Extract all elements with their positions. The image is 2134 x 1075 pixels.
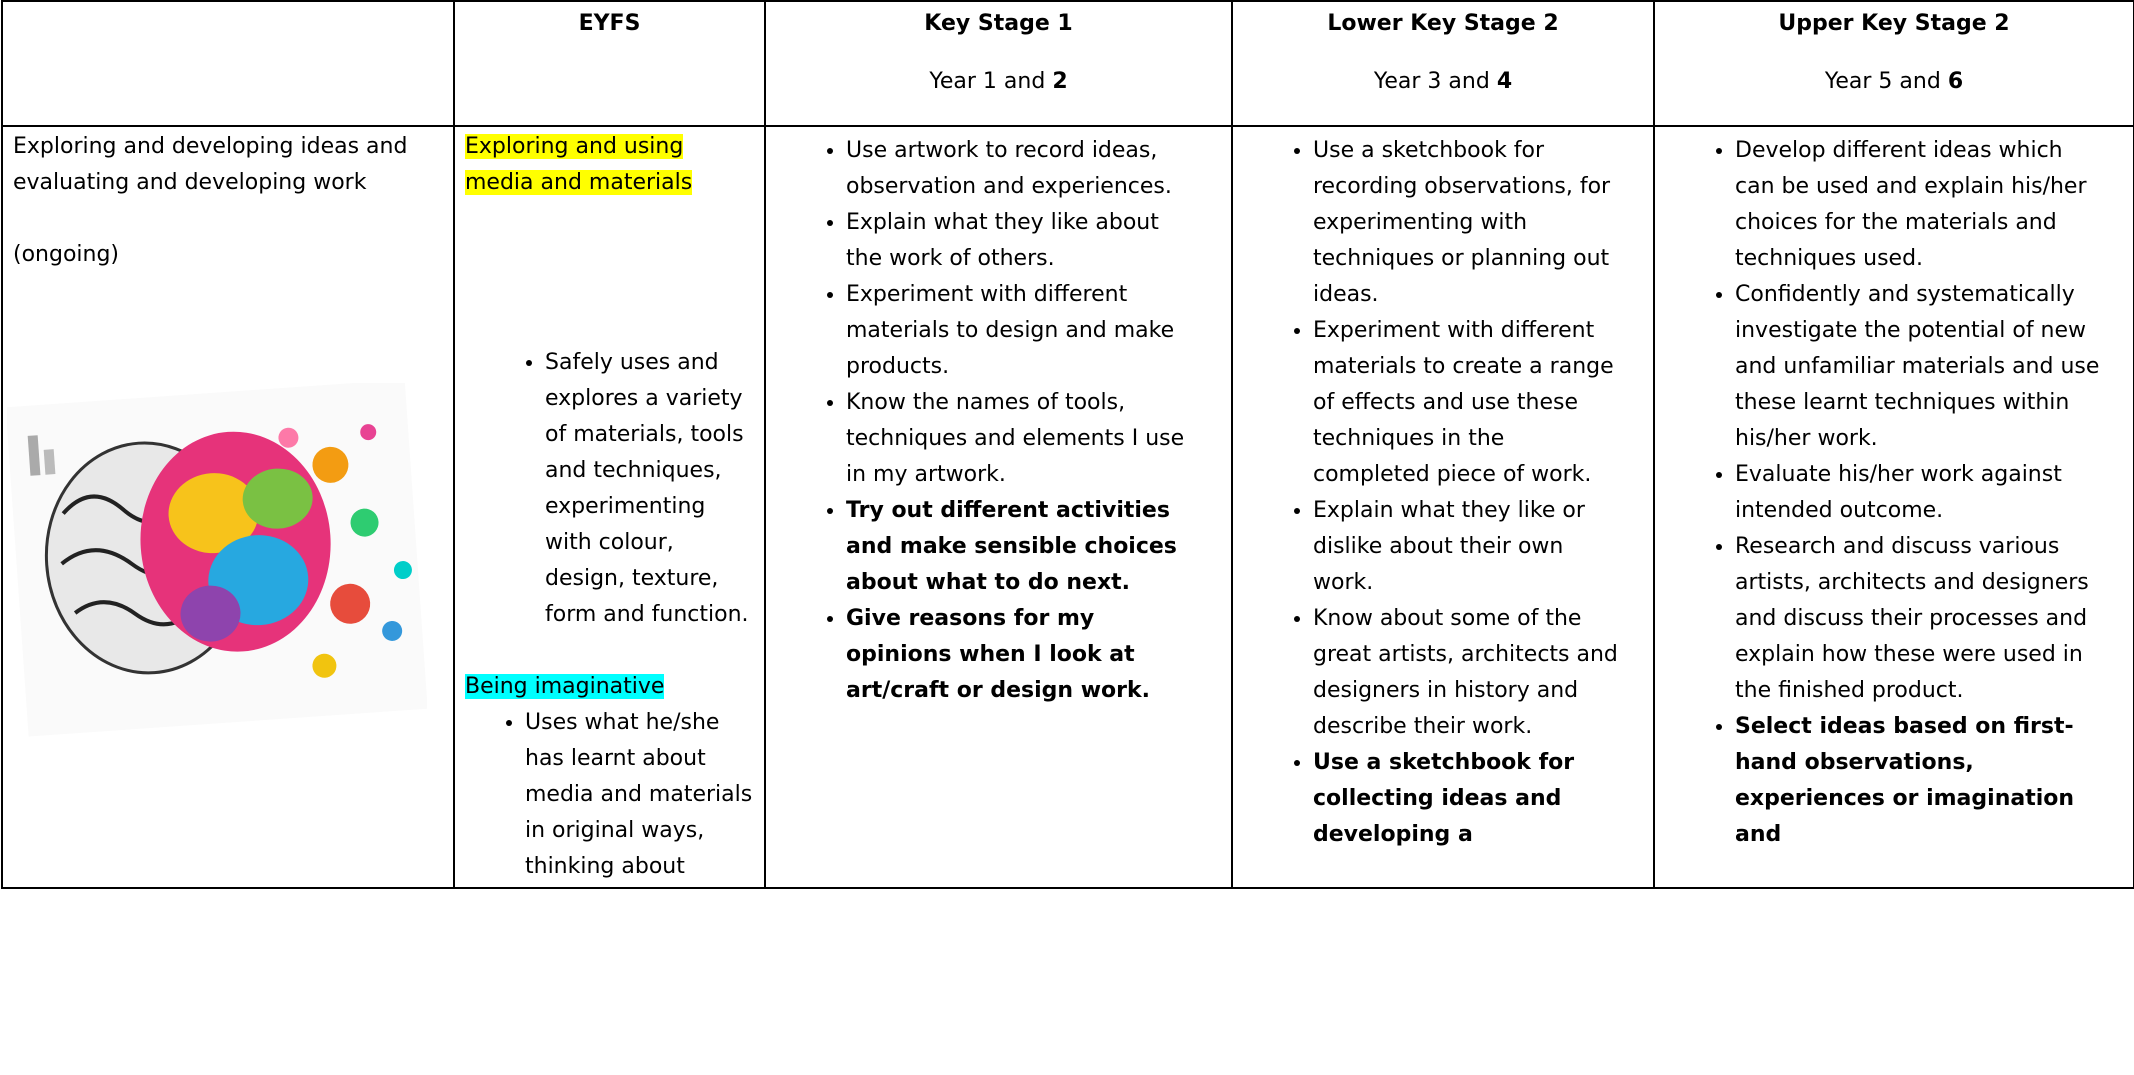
stage-cell: Develop different ideas which can be use… [1653,125,2134,889]
brain-image [7,383,427,737]
stage-bullet: Develop different ideas which can be use… [1735,133,2103,277]
stage-list: Use artwork to record ideas, observation… [776,133,1221,709]
year-number: 2 [1052,69,1068,94]
row-note: (ongoing) [13,242,120,267]
year-line: Year 3 and 4 [1243,64,1643,100]
eyfs-list: Safely uses and explores a variety of ma… [465,345,754,633]
stage-bullet: Use a sketchbook for recording observati… [1313,133,1623,313]
eyfs-list: Uses what he/she has learnt about media … [465,705,754,885]
stage-header: EYFS [453,0,766,127]
stage-list: Develop different ideas which can be use… [1665,133,2123,853]
stage-bullet: Research and discuss various artists, ar… [1735,529,2103,709]
eyfs-heading: Exploring and using media and materials [465,134,693,195]
row-label: Exploring and developing ideas and evalu… [13,134,408,195]
label-cell: Exploring and developing ideas and evalu… [1,125,455,889]
header-row: EYFS Key Stage 1 Year 1 and 2 Lower Key Sta… [1,0,2134,127]
stage-bullet: Explain what they like or dislike about … [1313,493,1623,601]
stage-cell: Use a sketchbook for recording observati… [1231,125,1655,889]
stage-bullet: Give reasons for my opinions when I look… [846,601,1201,709]
year-line: Year 5 and 6 [1665,64,2123,100]
eyfs-cell: Exploring and using media and materials S… [453,125,766,889]
stage-bullet: Evaluate his/her work against intended o… [1735,457,2103,529]
curriculum-table: EYFS Key Stage 1 Year 1 and 2 Lower Key Sta… [1,0,2134,889]
stage-bullet: Use a sketchbook for collecting ideas an… [1313,745,1623,853]
spacer [465,633,754,669]
stage-title: Lower Key Stage 2 [1327,11,1559,36]
eyfs-heading: Being imaginative [465,674,665,699]
year-text: Year 5 and [1824,69,1941,94]
year-number: 4 [1496,69,1513,94]
stage-title: Upper Key Stage 2 [1778,11,2010,36]
year-number: 6 [1947,69,1964,94]
stage-list: Use a sketchbook for recording observati… [1243,133,1643,853]
spacer [465,201,754,345]
eyfs-bullet: Uses what he/she has learnt about media … [525,705,754,885]
stage-bullet: Experiment with different materials to c… [1313,313,1623,493]
stage-header: Key Stage 1 Year 1 and 2 [764,0,1233,127]
stage-header: Lower Key Stage 2 Year 3 and 4 [1231,0,1655,127]
stage-bullet: Try out different activities and make se… [846,493,1201,601]
year-line: Year 1 and 2 [776,64,1221,100]
stage-title: EYFS [578,11,641,36]
year-text: Year 1 and [929,69,1046,94]
stage-bullet: Use artwork to record ideas, observation… [846,133,1201,205]
stage-bullet: Explain what they like about the work of… [846,205,1201,277]
stage-header: Upper Key Stage 2 Year 5 and 6 [1653,0,2134,127]
stage-bullet: Know about some of the great artists, ar… [1313,601,1623,745]
year-text: Year 3 and [1373,69,1490,94]
eyfs-bullet: Safely uses and explores a variety of ma… [545,345,754,633]
content-row: Exploring and developing ideas and evalu… [1,125,2134,889]
empty-header [1,0,455,127]
stage-bullet: Know the names of tools, techniques and … [846,385,1201,493]
stage-bullet: Experiment with different materials to d… [846,277,1201,385]
stage-cell: Use artwork to record ideas, observation… [764,125,1233,889]
stage-title: Key Stage 1 [924,11,1073,36]
stage-bullet: Select ideas based on first-hand observa… [1735,709,2103,853]
stage-bullet: Confidently and systematically investiga… [1735,277,2103,457]
